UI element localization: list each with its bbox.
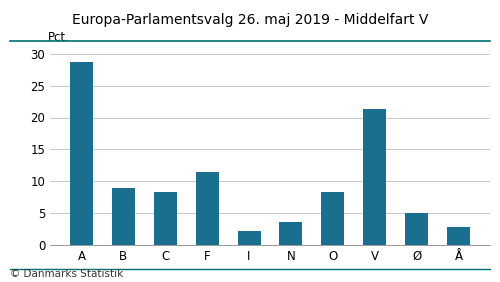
Bar	[112, 188, 135, 245]
Text: Europa-Parlamentsvalg 26. maj 2019 - Middelfart V: Europa-Parlamentsvalg 26. maj 2019 - Mid…	[72, 13, 428, 27]
Bar	[154, 192, 177, 245]
Bar	[70, 62, 93, 245]
Bar	[405, 213, 428, 245]
Bar	[322, 192, 344, 245]
Bar	[447, 227, 470, 245]
Bar	[280, 222, 302, 245]
Text: Pct.: Pct.	[48, 31, 70, 44]
Text: © Danmarks Statistik: © Danmarks Statistik	[10, 269, 123, 279]
Bar	[363, 109, 386, 245]
Bar	[196, 172, 218, 245]
Bar	[238, 231, 260, 245]
